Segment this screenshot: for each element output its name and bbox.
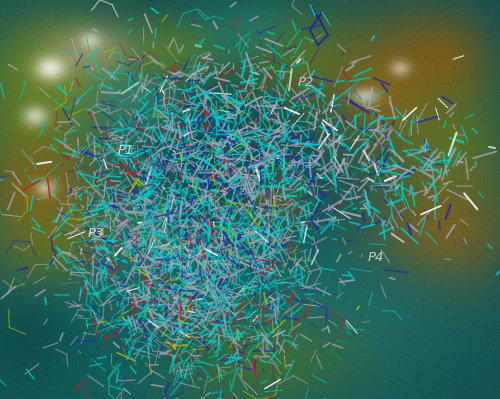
Text: P1: P1 [118,144,134,157]
Text: P4: P4 [368,251,384,265]
Text: P3: P3 [88,227,104,241]
Text: P2: P2 [298,76,314,89]
